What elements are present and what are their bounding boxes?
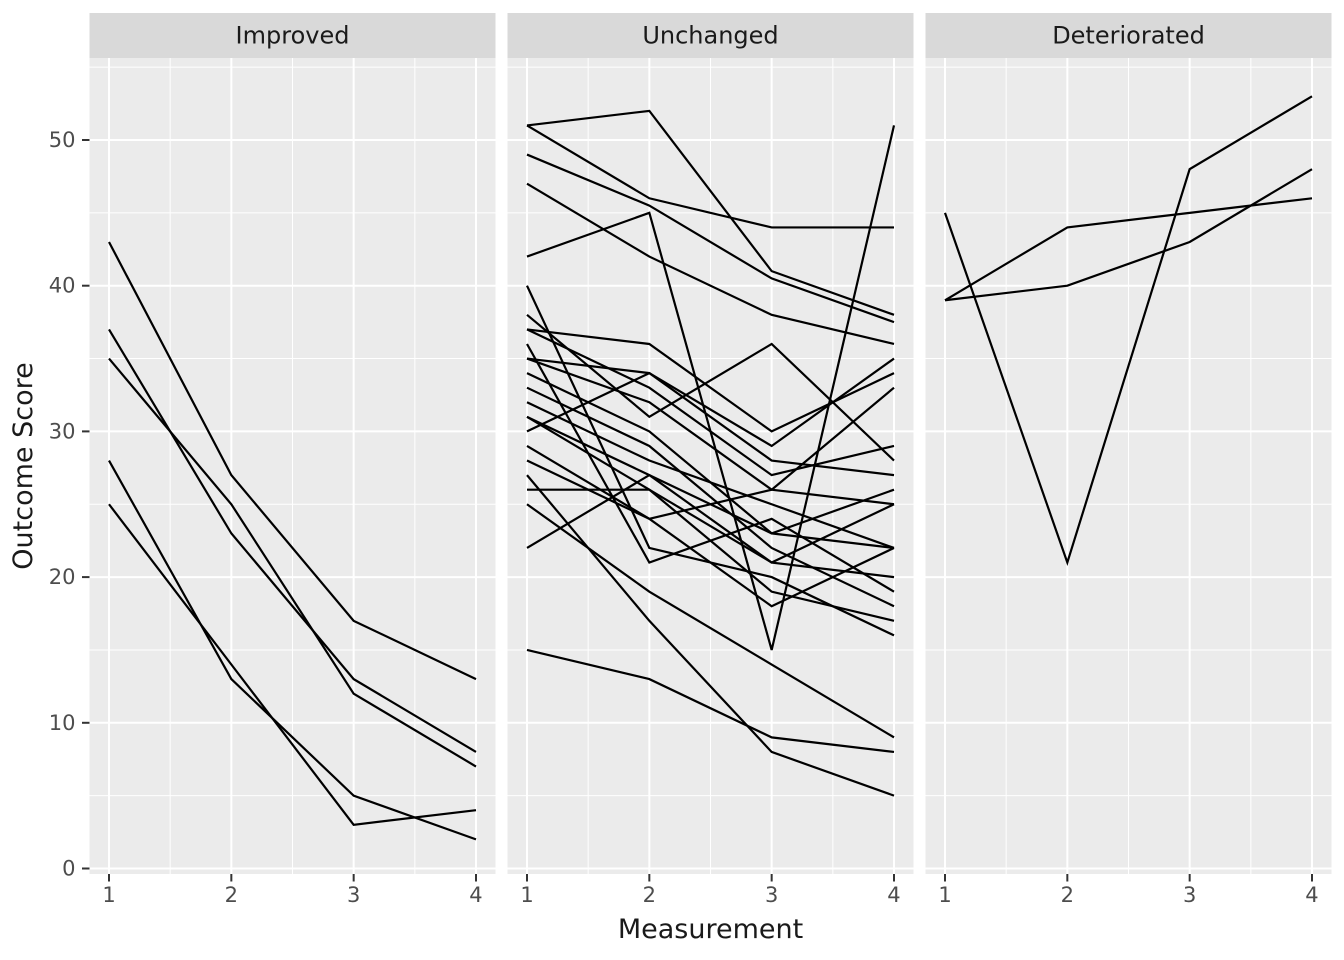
data-line (526, 182, 895, 346)
facet-strip-label: Improved (236, 22, 350, 50)
x-tick-label: 2 (1061, 883, 1074, 907)
data-line (108, 241, 477, 681)
data-line (526, 415, 895, 579)
data-line (527, 488, 895, 564)
y-tick-label: 50 (49, 128, 76, 152)
x-tick-label: 3 (347, 883, 360, 907)
x-tick-label: 4 (887, 883, 900, 907)
data-line (944, 168, 1313, 302)
y-axis-title: Outcome Score (8, 362, 39, 569)
data-line (526, 401, 895, 549)
x-tick-label: 3 (765, 883, 778, 907)
data-line (108, 503, 477, 826)
data-line (108, 357, 477, 768)
y-tick-label: 20 (49, 565, 76, 589)
data-line (526, 503, 895, 739)
facet-strip-label: Deteriorated (1052, 22, 1205, 50)
data-line (526, 153, 895, 324)
y-tick-label: 0 (62, 857, 75, 881)
data-line (526, 124, 894, 229)
data-line (526, 109, 895, 316)
facet-strip (89, 13, 496, 58)
data-line (526, 415, 895, 622)
y-tick-label: 40 (49, 274, 76, 298)
facet-strip (925, 13, 1332, 58)
x-tick-label: 2 (643, 883, 656, 907)
x-tick-label: 3 (1183, 883, 1196, 907)
data-line (526, 328, 895, 477)
data-line (526, 473, 895, 550)
data-line (943, 95, 1313, 567)
facet-strip (507, 13, 914, 58)
x-tick-label: 1 (520, 883, 533, 907)
facet-strip-label: Unchanged (642, 22, 778, 50)
data-line (526, 357, 895, 448)
data-line (526, 357, 895, 477)
x-tick-label: 1 (102, 883, 115, 907)
data-line (526, 445, 895, 608)
x-tick-label: 4 (469, 883, 482, 907)
x-tick-label: 2 (225, 883, 238, 907)
x-tick-label: 4 (1305, 883, 1318, 907)
y-tick-label: 30 (49, 419, 76, 443)
data-line (526, 357, 895, 506)
y-tick-label: 10 (49, 711, 76, 735)
x-axis-title: Measurement (618, 914, 803, 945)
data-line (526, 648, 895, 754)
x-tick-label: 1 (938, 883, 951, 907)
